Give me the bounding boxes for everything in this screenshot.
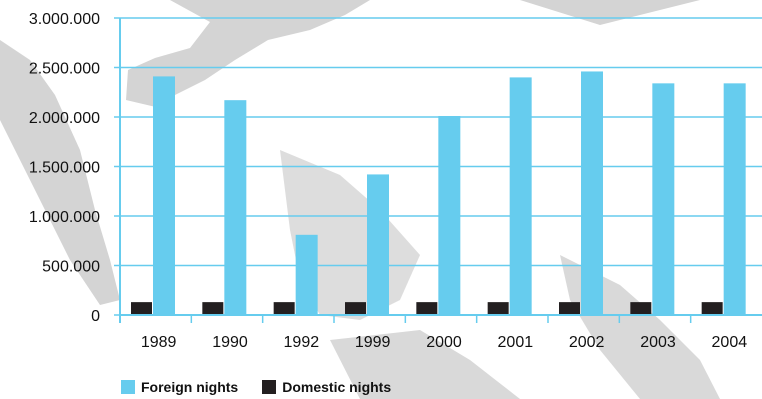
axes (119, 18, 762, 323)
y-tick-label: 0 (91, 308, 100, 325)
bar-foreign-1992 (295, 234, 318, 315)
map-shape-left (0, 40, 120, 305)
x-tick-label: 1989 (141, 334, 177, 351)
x-tick-labels: 1989 1990 1992 1999 2000 2001 2002 2003 2004 (141, 334, 747, 351)
x-tick-label: 2000 (426, 334, 462, 351)
x-tick-label: 1992 (284, 334, 320, 351)
y-tick-labels: 0 500.000 1.000.000 1.500.000 2.000.000 2.500… (29, 11, 100, 325)
bar-foreign-2001 (509, 77, 532, 316)
bar-domestic-1990 (202, 302, 224, 315)
y-tick-label: 2.000.000 (29, 110, 100, 127)
bar-foreign-2002 (581, 71, 603, 316)
x-tick-label: 1999 (355, 334, 391, 351)
y-tick-label: 1.500.000 (29, 160, 100, 177)
map-shape-right (520, 0, 700, 25)
bar-domestic-2004 (701, 302, 723, 315)
bar-domestic-1999 (345, 302, 366, 315)
x-tick-label: 1990 (212, 334, 248, 351)
y-tick-label: 500.000 (42, 259, 100, 276)
bar-domestic-1989 (131, 302, 152, 315)
bar-foreign-1989 (153, 76, 175, 315)
legend-label-domestic: Domestic nights (282, 379, 392, 395)
bar-domestic-1992 (273, 302, 295, 315)
bar-domestic-2002 (559, 302, 580, 315)
x-tick-label: 2004 (712, 334, 748, 351)
x-tick-label: 2003 (640, 334, 676, 351)
legend-swatch-domestic (262, 380, 277, 394)
y-tick-label: 1.000.000 (29, 209, 100, 226)
x-tick-label: 2001 (498, 334, 534, 351)
bar-domestic-2001 (487, 302, 509, 315)
bars (131, 71, 746, 316)
y-tick-label: 2.500.000 (29, 61, 100, 78)
bar-foreign-2000 (438, 116, 461, 315)
legend-label-foreign: Foreign nights (141, 379, 239, 395)
legend-swatch-foreign (121, 380, 135, 394)
x-tick-label: 2002 (569, 334, 605, 351)
bar-domestic-2003 (630, 302, 652, 315)
bar-foreign-1999 (367, 174, 389, 315)
legend-item-foreign: Foreign nights (121, 379, 238, 395)
y-tick-label: 3.000.000 (29, 11, 100, 28)
bar-foreign-2004 (723, 83, 746, 315)
bar-foreign-1990 (224, 100, 247, 315)
legend: Foreign nights Domestic nights (121, 379, 415, 395)
legend-item-domestic: Domestic nights (262, 379, 391, 395)
bar-foreign-2003 (652, 83, 675, 315)
bar-domestic-2000 (416, 302, 438, 315)
map-shape-bottom (330, 330, 520, 399)
map-shape-top (126, 0, 370, 108)
